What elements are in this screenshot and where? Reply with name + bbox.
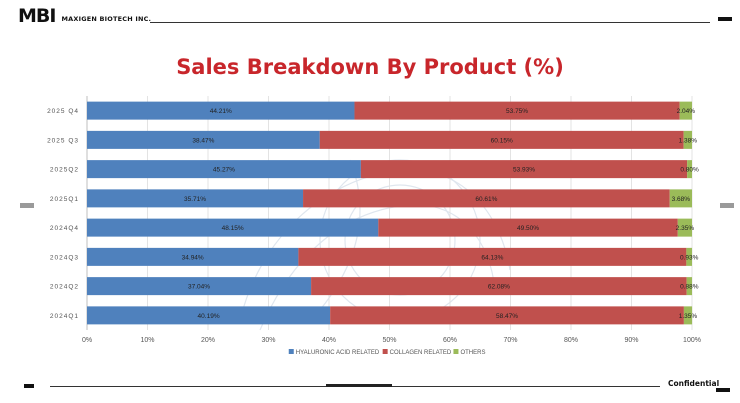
right-edge-mark	[720, 203, 734, 208]
data-label: 1.35%	[679, 313, 698, 320]
data-label: 0.88%	[680, 284, 699, 291]
data-label: 35.71%	[184, 196, 206, 203]
bar-segment	[87, 160, 361, 179]
bar-segment	[677, 218, 692, 237]
bar-segment	[87, 101, 355, 120]
bar-segment	[303, 189, 670, 208]
data-label: 44.21%	[210, 108, 232, 115]
bar-segment	[686, 247, 692, 266]
bar-segment	[330, 306, 684, 325]
footer-corner-mark	[716, 388, 730, 392]
x-tick-label: 90%	[624, 337, 638, 344]
bar-segment	[311, 277, 687, 296]
legend-swatch	[288, 349, 294, 354]
x-tick-label: 40%	[322, 337, 336, 344]
bar-segment	[687, 160, 692, 179]
bar-segment	[686, 277, 692, 296]
data-label: 2.04%	[677, 108, 696, 115]
bar-segment	[319, 130, 684, 149]
bar-segment	[87, 277, 312, 296]
footer-left-mark	[24, 384, 34, 388]
x-tick-label: 80%	[564, 337, 578, 344]
data-label: 0.93%	[680, 254, 699, 261]
x-tick-label: 100%	[683, 337, 701, 344]
data-label: 53.75%	[506, 108, 528, 115]
category-label: 2025Q2	[50, 167, 79, 174]
data-label: 60.61%	[475, 196, 497, 203]
data-label: 53.93%	[513, 167, 535, 174]
data-label: 3.68%	[672, 196, 691, 203]
bar-segment	[378, 218, 678, 237]
bar-segment	[87, 247, 299, 266]
legend-label: OTHERS	[460, 350, 485, 356]
bar-segment	[669, 189, 692, 208]
bar-segment	[683, 130, 692, 149]
data-label: 62.08%	[488, 284, 510, 291]
bar-segment	[354, 101, 680, 120]
category-label: 2024Q4	[50, 225, 79, 232]
data-label: 2.35%	[676, 225, 695, 232]
legend-swatch	[453, 349, 459, 354]
bar-segment	[87, 130, 320, 149]
x-tick-label: 30%	[261, 337, 275, 344]
data-label: 48.15%	[222, 225, 244, 232]
x-tick-label: 50%	[382, 337, 396, 344]
bar-segment	[683, 306, 693, 325]
footer-accent-bar	[326, 384, 392, 387]
data-label: 64.13%	[481, 254, 503, 261]
data-label: 34.94%	[182, 254, 204, 261]
bar-segment	[298, 247, 687, 266]
category-label: 2025 Q4	[47, 108, 79, 115]
data-label: 38.47%	[192, 137, 214, 144]
category-label: 2024Q1	[50, 313, 79, 320]
category-label: 2024Q2	[50, 284, 79, 291]
category-label: 2024Q3	[50, 254, 79, 261]
x-tick-label: 20%	[201, 337, 215, 344]
data-label: 1.38%	[679, 137, 698, 144]
data-label: 49.50%	[517, 225, 539, 232]
bar-segment	[360, 160, 688, 179]
left-edge-mark	[20, 203, 34, 208]
legend-swatch	[382, 349, 388, 354]
logo-mark: MBI	[18, 5, 56, 27]
data-label: 0.80%	[680, 167, 699, 174]
legend-label: COLLAGEN RELATED	[390, 350, 452, 356]
data-label: 40.19%	[198, 313, 220, 320]
category-label: 2025Q1	[50, 196, 79, 203]
category-label: 2025 Q3	[47, 137, 79, 144]
x-tick-label: 60%	[443, 337, 457, 344]
company-name: MAXIGEN BIOTECH INC.	[61, 15, 152, 23]
bar-segment	[87, 218, 379, 237]
header-divider	[150, 22, 710, 23]
company-logo: MBI MAXIGEN BIOTECH INC.	[18, 5, 152, 27]
legend-label: HYALURONIC ACID RELATED	[296, 350, 380, 356]
bar-segment	[679, 101, 692, 120]
x-tick-label: 10%	[140, 337, 154, 344]
data-label: 60.15%	[491, 137, 513, 144]
x-tick-label: 0%	[82, 337, 92, 344]
x-tick-label: 70%	[503, 337, 517, 344]
data-label: 58.47%	[496, 313, 518, 320]
chart-title: Sales Breakdown By Product (%)	[176, 55, 564, 79]
bar-segment	[87, 189, 304, 208]
confidential-label: Confidential	[668, 379, 720, 388]
data-label: 37.04%	[188, 284, 210, 291]
header-corner-mark	[718, 17, 732, 21]
data-label: 45.27%	[213, 167, 235, 174]
bar-segment	[87, 306, 331, 325]
